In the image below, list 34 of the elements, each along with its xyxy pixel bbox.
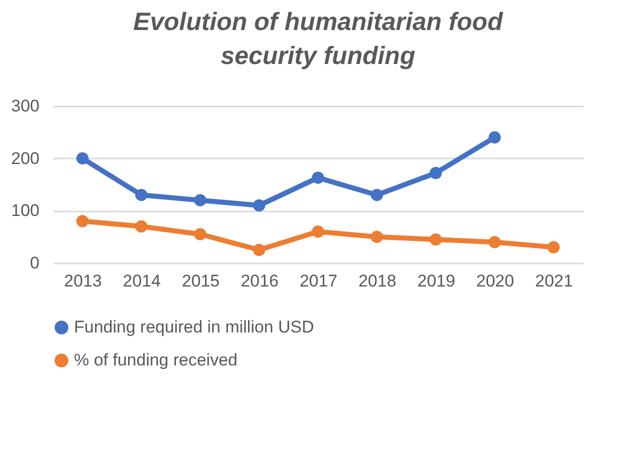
point: [252, 199, 266, 212]
text: Evolution of humanitarian food: [133, 8, 503, 36]
x-tick-label: 2020: [476, 272, 514, 290]
point: [370, 230, 384, 243]
point: [135, 188, 148, 202]
point: [312, 225, 324, 238]
point: [488, 131, 501, 144]
legend-label: % of funding received: [74, 350, 238, 370]
y-tick-label: 200: [11, 148, 40, 168]
point: [76, 215, 89, 228]
point: [194, 228, 206, 240]
y-tick-label: 300: [11, 96, 40, 116]
text: security funding: [220, 42, 416, 70]
x-tick-label: 2018: [358, 272, 396, 290]
point: [488, 236, 501, 248]
x-tick-label: 2014: [122, 272, 161, 290]
x-tick-label: 2015: [182, 272, 220, 290]
point: [312, 172, 324, 184]
x-tick-label: 2019: [417, 272, 456, 290]
point: [135, 220, 148, 232]
point: [194, 194, 206, 206]
x-tick-label: 2017: [300, 272, 338, 290]
x-tick-label: 2016: [240, 272, 279, 290]
point: [547, 241, 560, 254]
point: [370, 188, 384, 202]
point: [252, 244, 266, 256]
x-tick-label: 2021: [535, 272, 573, 290]
y-tick-label: 100: [11, 201, 40, 220]
x-tick-label: 2013: [64, 272, 102, 290]
legend-label: Funding required in million USD: [74, 318, 314, 336]
y-tick-label: 0: [30, 254, 40, 272]
point: [430, 166, 442, 180]
point: [76, 152, 89, 164]
point: [430, 233, 442, 246]
